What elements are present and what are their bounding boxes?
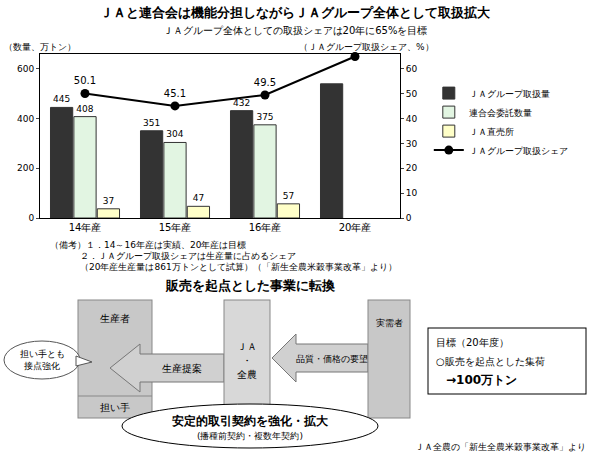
svg-text:担い手とも: 担い手とも: [20, 349, 65, 359]
svg-text:49.5: 49.5: [254, 77, 276, 88]
svg-text:担い手: 担い手: [100, 402, 130, 413]
svg-text:（数量、万トン）: （数量、万トン）: [4, 42, 76, 52]
svg-text:販売を起点とした事業に転換: 販売を起点とした事業に転換: [165, 278, 336, 293]
svg-text:50: 50: [406, 89, 418, 99]
svg-text:37: 37: [103, 196, 114, 206]
svg-text:ＪＡグループ取扱量: ＪＡグループ取扱量: [469, 89, 550, 99]
svg-text:432: 432: [233, 98, 250, 108]
svg-text:304: 304: [166, 129, 183, 139]
svg-text:20: 20: [406, 163, 418, 173]
svg-text:品質・価格の要望: 品質・価格の要望: [296, 354, 368, 364]
svg-text:47: 47: [193, 193, 204, 203]
svg-text:生産者: 生産者: [100, 313, 130, 324]
svg-text:目標（20年度）: 目標（20年度）: [436, 337, 509, 348]
html-text:（備考）１．14～16年産は実績、20年産は目標: （備考）１．14～16年産は実績、20年産は目標: [50, 240, 247, 250]
svg-text:ＪＡ全農の「新生全農米穀事業改革」より: ＪＡ全農の「新生全農米穀事業改革」より: [415, 442, 586, 452]
svg-text:(播種前契約・複数年契約): (播種前契約・複数年契約): [197, 431, 303, 441]
svg-text:○販売を起点とした集荷: ○販売を起点とした集荷: [436, 356, 545, 367]
svg-text:・: ・: [242, 355, 252, 366]
svg-text:生産提案: 生産提案: [162, 363, 202, 374]
svg-text:ＪＡ直売所: ＪＡ直売所: [469, 127, 514, 137]
svg-text:30: 30: [406, 139, 418, 149]
svg-text:200: 200: [17, 163, 34, 173]
svg-text:16年産: 16年産: [249, 222, 282, 233]
svg-text:ＪＡグループ取扱シェア: ＪＡグループ取扱シェア: [469, 146, 568, 156]
svg-text:400: 400: [17, 114, 34, 124]
svg-text:445: 445: [53, 94, 70, 104]
svg-text:40: 40: [406, 114, 418, 124]
svg-text:375: 375: [256, 112, 273, 122]
svg-text:ＪＡ: ＪＡ: [237, 341, 257, 352]
svg-text:ＪＡと連合会は機能分担しながらＪＡグループ全体として取扱拡大: ＪＡと連合会は機能分担しながらＪＡグループ全体として取扱拡大ＪＡグループ全体とし…: [100, 5, 491, 36]
svg-text:→100万トン: →100万トン: [446, 373, 517, 387]
svg-text:10: 10: [406, 188, 418, 198]
svg-text:連合会委託数量: 連合会委託数量: [469, 108, 532, 118]
svg-text:351: 351: [143, 118, 160, 128]
svg-text:安定的取引契約を強化・拡大: 安定的取引契約を強化・拡大: [172, 414, 329, 428]
svg-text:全農: 全農: [237, 369, 257, 380]
svg-text:60: 60: [406, 64, 418, 74]
svg-text:接点強化: 接点強化: [24, 361, 60, 371]
html-text:２．ＪＡグループ取扱シェアは生産量に占めるシェア: ２．ＪＡグループ取扱シェアは生産量に占めるシェア: [80, 251, 296, 261]
svg-text:20年産: 20年産: [339, 222, 372, 233]
svg-text:50.1: 50.1: [74, 75, 96, 86]
svg-text:0: 0: [28, 213, 34, 223]
svg-text:45.1: 45.1: [164, 88, 186, 99]
svg-text:実需者: 実需者: [376, 318, 403, 328]
svg-text:14年産: 14年産: [69, 222, 102, 233]
svg-text:57: 57: [283, 191, 294, 201]
svg-text:（ＪＡグループ取扱シェア、%）: （ＪＡグループ取扱シェア、%）: [299, 42, 434, 52]
svg-text:408: 408: [76, 104, 93, 114]
svg-text:600: 600: [17, 64, 34, 74]
svg-text:0: 0: [406, 213, 412, 223]
html-text:（20年産生産量は861万トンとして試算）（「新生全農米穀事: （20年産生産量は861万トンとして試算）（「新生全農米穀事業改革」より）: [80, 262, 397, 272]
svg-text:15年産: 15年産: [159, 222, 192, 233]
